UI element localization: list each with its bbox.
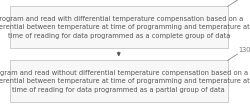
FancyBboxPatch shape: [10, 60, 228, 102]
Text: program and read with differential temperature compensation based on a
different: program and read with differential tempe…: [0, 16, 250, 39]
Text: 1304: 1304: [239, 47, 250, 53]
FancyBboxPatch shape: [10, 6, 228, 48]
Text: program and read without differential temperature compensation based on a
differ: program and read without differential te…: [0, 70, 250, 93]
